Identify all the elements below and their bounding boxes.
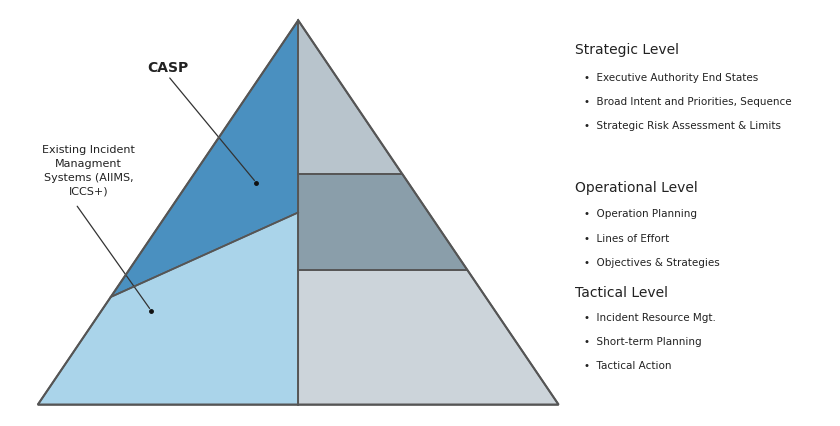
Text: Existing Incident
Managment
Systems (AIIMS,
ICCS+): Existing Incident Managment Systems (AII… xyxy=(42,144,135,196)
Polygon shape xyxy=(298,21,402,175)
Text: •  Tactical Action: • Tactical Action xyxy=(584,360,671,370)
Polygon shape xyxy=(298,271,559,405)
Polygon shape xyxy=(38,213,298,405)
Text: Operational Level: Operational Level xyxy=(575,181,698,195)
Polygon shape xyxy=(298,175,467,271)
Polygon shape xyxy=(111,21,298,297)
Text: Tactical Level: Tactical Level xyxy=(575,285,669,299)
Text: •  Strategic Risk Assessment & Limits: • Strategic Risk Assessment & Limits xyxy=(584,121,781,131)
Text: •  Broad Intent and Priorities, Sequence: • Broad Intent and Priorities, Sequence xyxy=(584,97,791,106)
Text: Strategic Level: Strategic Level xyxy=(575,43,680,57)
Text: •  Lines of Effort: • Lines of Effort xyxy=(584,233,669,243)
Text: •  Executive Authority End States: • Executive Authority End States xyxy=(584,72,758,82)
Text: •  Operation Planning: • Operation Planning xyxy=(584,209,697,219)
Text: •  Short-term Planning: • Short-term Planning xyxy=(584,336,701,346)
Text: CASP: CASP xyxy=(147,60,189,75)
Text: •  Incident Resource Mgt.: • Incident Resource Mgt. xyxy=(584,312,716,322)
Text: •  Objectives & Strategies: • Objectives & Strategies xyxy=(584,257,720,267)
